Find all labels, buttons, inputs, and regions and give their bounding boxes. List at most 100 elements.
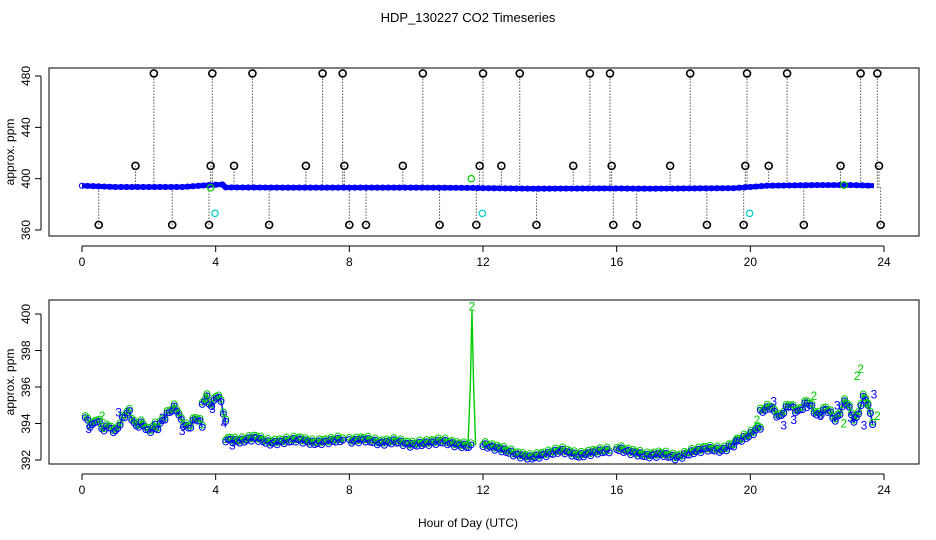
top-cyan-point xyxy=(745,209,754,218)
bottom-green-point xyxy=(139,420,147,428)
bottom-green-point xyxy=(399,439,407,447)
bottom-label-3: 3 xyxy=(834,398,841,412)
bottom-blue-point xyxy=(222,417,230,425)
bottom-x-tick-label: 16 xyxy=(610,483,624,497)
top-outlier-point xyxy=(874,161,884,171)
top-outlier-point xyxy=(418,69,428,78)
bottom-blue-point xyxy=(787,403,795,411)
bottom-green-point xyxy=(733,434,741,442)
top-outlier-point xyxy=(632,220,642,230)
top-outlier-point xyxy=(345,220,354,230)
bottom-label-2: 2 xyxy=(874,409,881,423)
top-baseline-series xyxy=(81,181,875,192)
bottom-blue-point xyxy=(425,441,433,449)
bottom-blue-point xyxy=(836,411,844,419)
top-baseline-point xyxy=(618,185,625,192)
top-outlier-point xyxy=(739,220,748,230)
bottom-green-point xyxy=(857,399,865,407)
bottom-y-tick-label: 396 xyxy=(19,377,33,397)
bottom-green-point xyxy=(845,401,853,409)
bottom-blue-point xyxy=(733,436,741,444)
top-outlier-point xyxy=(856,69,865,78)
bottom-green-point xyxy=(662,447,670,455)
top-outlier-point xyxy=(318,69,327,78)
bottom-blue-point xyxy=(855,410,863,418)
bottom-x-tick-label: 20 xyxy=(744,483,758,497)
top-x-tick-label: 20 xyxy=(744,255,758,269)
top-outlier-point xyxy=(472,220,481,230)
bottom-blue-point xyxy=(236,439,244,447)
bottom-blue-point xyxy=(187,424,195,432)
top-y-tick-label: 360 xyxy=(19,220,33,240)
bottom-green-point xyxy=(95,415,103,423)
bottom-blue-point xyxy=(838,403,846,411)
top-x-tick-label: 8 xyxy=(346,255,353,269)
top-panel-axes: 0 4 8 12 16 20 24 360 400 440 480 xyxy=(19,66,891,269)
top-outlier-point xyxy=(685,69,695,78)
bottom-green-point xyxy=(196,415,204,423)
top-outlier-point xyxy=(764,161,774,171)
bottom-x-tick-label: 24 xyxy=(877,483,891,497)
bottom-x-tick-label: 0 xyxy=(79,483,86,497)
top-outlier-point xyxy=(149,69,159,78)
bottom-green-point xyxy=(219,408,227,416)
bottom-green-point xyxy=(855,408,863,416)
bottom-blue-point xyxy=(163,409,171,417)
bottom-label-3: 3 xyxy=(861,418,868,432)
bottom-green-point xyxy=(125,404,133,412)
top-baseline-point xyxy=(635,185,642,192)
top-outlier-point xyxy=(229,161,239,171)
top-panel: approx. ppm 0 4 8 12 16 20 24 360 400 440 480 xyxy=(3,66,920,269)
bottom-blue-point xyxy=(857,402,865,410)
bottom-blue-point xyxy=(866,410,874,418)
bottom-blue-point xyxy=(798,406,806,414)
top-outlier-point xyxy=(248,69,257,78)
bottom-label-3: 3 xyxy=(770,395,777,409)
top-outlier-point xyxy=(568,161,578,171)
bottom-blue-point xyxy=(852,414,860,422)
bottom-green-point xyxy=(217,395,225,403)
bottom-green-point xyxy=(869,418,877,426)
bottom-label-2: 2 xyxy=(864,396,871,410)
bottom-label-3: 3 xyxy=(179,424,186,438)
bottom-x-tick-label: 4 xyxy=(212,483,219,497)
bottom-label-3: 3 xyxy=(847,411,854,425)
bottom-green-point xyxy=(222,415,230,423)
bottom-blue-point xyxy=(203,392,211,400)
bottom-green-point xyxy=(203,390,211,398)
top-outlier-point xyxy=(435,220,444,230)
bottom-green-point xyxy=(339,434,347,442)
bottom-blue-point xyxy=(725,442,733,450)
top-outlier-point xyxy=(206,161,215,171)
bottom-label-2: 2 xyxy=(754,413,761,427)
top-green-point xyxy=(840,181,848,189)
bottom-green-point xyxy=(404,437,412,445)
bottom-blue-point xyxy=(605,449,613,457)
top-outlier-point xyxy=(204,220,214,230)
bottom-blue-point xyxy=(780,409,788,417)
bottom-green-point xyxy=(605,447,613,455)
bottom-green-point xyxy=(570,447,578,455)
bottom-label-2: 2 xyxy=(469,300,476,314)
bottom-blue-point xyxy=(154,426,162,434)
bottom-green-point xyxy=(603,443,611,451)
bottom-y-tick-label: 398 xyxy=(19,340,33,360)
top-outlier-point xyxy=(131,161,140,171)
bottom-panel-frame xyxy=(48,299,920,465)
bottom-green-point xyxy=(512,448,520,456)
bottom-green-point xyxy=(290,432,298,440)
bottom-green-point xyxy=(641,450,649,458)
bottom-label-3: 3 xyxy=(159,411,166,425)
bottom-blue-point xyxy=(521,453,529,461)
bottom-panel-y-axis-title: approx. ppm xyxy=(3,349,17,416)
top-y-tick-label: 400 xyxy=(19,168,33,188)
bottom-green-point xyxy=(271,435,279,443)
top-baseline-point xyxy=(612,185,619,192)
bottom-blue-point xyxy=(549,450,557,458)
bottom-x-tick-label: 8 xyxy=(346,483,353,497)
bottom-blue-point xyxy=(843,401,851,409)
bottom-blue-point xyxy=(128,416,136,424)
top-baseline-point xyxy=(220,182,228,190)
